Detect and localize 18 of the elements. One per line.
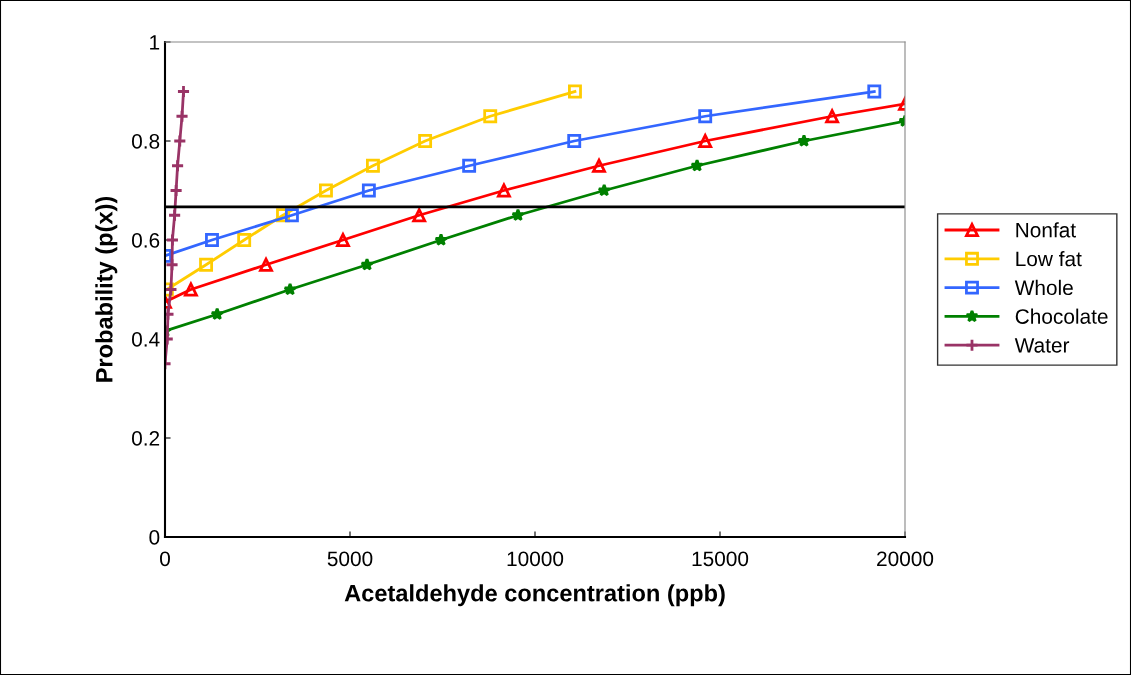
legend-label: Nonfat [1016,222,1076,238]
x-axis-title: Acetaldehyde concentration (ppb) [344,584,725,607]
y-tick-label: 0.2 [131,431,160,446]
x-tick-label: 0 [160,551,170,567]
y-tick-label: 0.4 [131,332,160,347]
legend-label: Chocolate [1015,308,1108,324]
x-tick-label: 10000 [507,551,564,567]
legend-label: Whole [1014,279,1073,296]
y-tick-label: 0 [149,530,160,545]
y-tick-label: 0.6 [131,233,160,248]
y-tick-label: 0.8 [131,134,160,149]
y-axis-title: Probability (p(x)) [95,196,118,382]
x-tick-label: 20000 [877,551,934,567]
y-tick-label: 1 [150,35,160,50]
legend-label: Low fat [1016,251,1082,267]
x-tick-label: 15000 [692,551,749,567]
x-tick-label: 5000 [327,551,373,567]
legend-label: Water [1014,338,1070,353]
